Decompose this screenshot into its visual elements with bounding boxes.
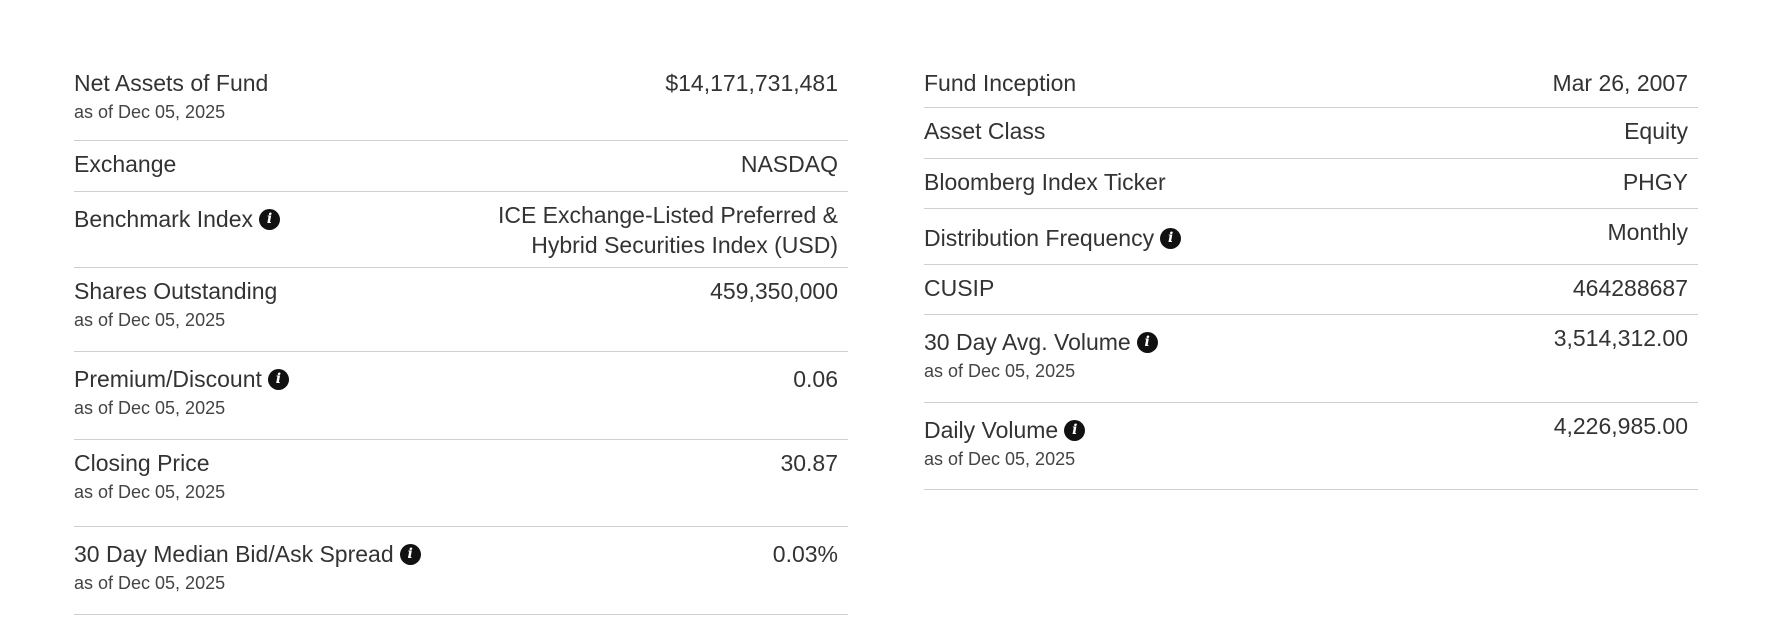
row-fund-inception: Fund Inception Mar 26, 2007 bbox=[924, 63, 1698, 108]
bloomberg-ticker-value: PHGY bbox=[1622, 169, 1688, 195]
premium-discount-label: Premium/Discount i bbox=[74, 364, 289, 394]
net-assets-value: $14,171,731,481 bbox=[665, 70, 838, 96]
row-asset-class: Asset Class Equity bbox=[924, 108, 1698, 159]
cusip-label: CUSIP bbox=[924, 275, 995, 301]
fund-inception-value: Mar 26, 2007 bbox=[1552, 70, 1688, 96]
asset-class-value: Equity bbox=[1624, 118, 1688, 144]
fund-inception-label: Fund Inception bbox=[924, 70, 1077, 96]
shares-outstanding-value: 459,350,000 bbox=[710, 278, 838, 304]
bid-ask-spread-label: 30 Day Median Bid/Ask Spread i bbox=[74, 539, 421, 569]
distribution-frequency-label: Distribution Frequency i bbox=[924, 223, 1182, 253]
row-daily-volume: Daily Volume i as of Dec 05, 2025 4,226,… bbox=[924, 403, 1698, 490]
asset-class-label: Asset Class bbox=[924, 118, 1046, 144]
row-distribution-frequency: Distribution Frequency i Monthly bbox=[924, 209, 1698, 265]
info-icon[interactable]: i bbox=[258, 208, 280, 230]
info-icon[interactable]: i bbox=[1064, 419, 1086, 441]
row-cusip: CUSIP 464288687 bbox=[924, 265, 1698, 315]
bloomberg-ticker-label: Bloomberg Index Ticker bbox=[924, 169, 1166, 195]
daily-volume-date: as of Dec 05, 2025 bbox=[924, 449, 1076, 469]
benchmark-index-label: Benchmark Index i bbox=[74, 204, 280, 234]
premium-discount-value: 0.06 bbox=[793, 366, 838, 392]
shares-outstanding-date: as of Dec 05, 2025 bbox=[74, 310, 226, 330]
row-bid-ask-spread: 30 Day Median Bid/Ask Spread i as of Dec… bbox=[74, 527, 848, 615]
cusip-value: 464288687 bbox=[1572, 275, 1688, 301]
key-facts-panel: Net Assets of Fund as of Dec 05, 2025 $1… bbox=[74, 0, 1698, 627]
row-benchmark-index: Benchmark Index i ICE Exchange-Listed Pr… bbox=[74, 192, 848, 268]
row-30-day-avg-volume: 30 Day Avg. Volume i as of Dec 05, 2025 … bbox=[924, 315, 1698, 403]
exchange-value: NASDAQ bbox=[740, 151, 838, 177]
bid-ask-spread-value: 0.03% bbox=[772, 541, 838, 567]
row-net-assets: Net Assets of Fund as of Dec 05, 2025 $1… bbox=[74, 63, 848, 141]
avg-volume-label: 30 Day Avg. Volume i bbox=[924, 327, 1158, 357]
info-icon[interactable]: i bbox=[399, 543, 421, 565]
key-facts-right-column: Fund Inception Mar 26, 2007 Asset Class … bbox=[924, 63, 1698, 490]
row-shares-outstanding: Shares Outstanding as of Dec 05, 2025 45… bbox=[74, 268, 848, 352]
daily-volume-value: 4,226,985.00 bbox=[1553, 413, 1688, 439]
key-facts-left-column: Net Assets of Fund as of Dec 05, 2025 $1… bbox=[74, 63, 848, 615]
info-icon[interactable]: i bbox=[1136, 331, 1158, 353]
premium-discount-date: as of Dec 05, 2025 bbox=[74, 398, 226, 418]
avg-volume-date: as of Dec 05, 2025 bbox=[924, 361, 1076, 381]
net-assets-date: as of Dec 05, 2025 bbox=[74, 102, 226, 122]
closing-price-value: 30.87 bbox=[780, 450, 838, 476]
closing-price-date: as of Dec 05, 2025 bbox=[74, 482, 226, 502]
row-premium-discount: Premium/Discount i as of Dec 05, 2025 0.… bbox=[74, 352, 848, 440]
avg-volume-value: 3,514,312.00 bbox=[1553, 325, 1688, 351]
row-exchange: Exchange NASDAQ bbox=[74, 141, 848, 192]
net-assets-label: Net Assets of Fund bbox=[74, 70, 269, 96]
info-icon[interactable]: i bbox=[1160, 227, 1182, 249]
bid-ask-spread-date: as of Dec 05, 2025 bbox=[74, 573, 226, 593]
daily-volume-label: Daily Volume i bbox=[924, 415, 1086, 445]
row-bloomberg-ticker: Bloomberg Index Ticker PHGY bbox=[924, 159, 1698, 209]
distribution-frequency-value: Monthly bbox=[1607, 219, 1688, 245]
row-closing-price: Closing Price as of Dec 05, 2025 30.87 bbox=[74, 440, 848, 527]
info-icon[interactable]: i bbox=[267, 368, 289, 390]
closing-price-label: Closing Price bbox=[74, 450, 210, 476]
benchmark-index-value: ICE Exchange-Listed Preferred & Hybrid S… bbox=[497, 202, 838, 258]
exchange-label: Exchange bbox=[74, 151, 177, 177]
shares-outstanding-label: Shares Outstanding bbox=[74, 278, 278, 304]
